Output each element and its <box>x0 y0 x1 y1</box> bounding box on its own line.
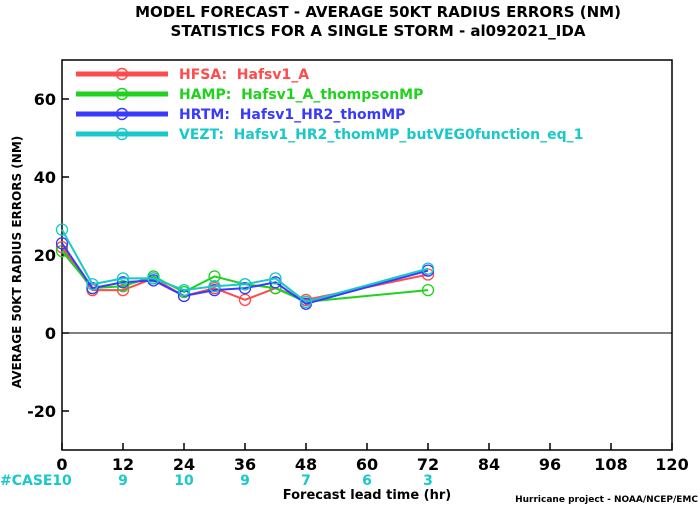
y-axis-label: AVERAGE 50KT RADIUS ERRORS (NM) <box>10 136 24 388</box>
series-3 <box>55 223 435 308</box>
data-point <box>208 270 221 283</box>
x-axis: 0 12 24 36 48 60 72 84 96 108 120 <box>56 443 689 474</box>
legend-marker <box>115 127 129 141</box>
case-count: 9 <box>240 473 250 489</box>
data-point <box>55 223 69 236</box>
data-point <box>86 278 99 291</box>
legend-item: VEZT: Hafsv1_HR2_thomMP_butVEG0function_… <box>76 127 583 143</box>
series-line <box>61 229 429 303</box>
series-line <box>61 250 429 303</box>
chart-subtitle: STATISTICS FOR A SINGLE STORM - al092021… <box>171 22 586 40</box>
legend-label: VEZT: Hafsv1_HR2_thomMP_butVEG0function_… <box>179 127 583 143</box>
cases-row: #CASE 10 9 10 9 7 6 3 <box>0 473 433 489</box>
case-count: 10 <box>174 473 194 489</box>
x-tick-label: 84 <box>478 455 500 474</box>
x-tick-label: 24 <box>173 455 195 474</box>
y-axis: -20 0 20 40 60 <box>27 90 69 421</box>
x-tick-label: 12 <box>112 455 134 474</box>
case-count: 7 <box>301 473 311 489</box>
data-point <box>208 280 221 293</box>
series-line <box>61 242 429 305</box>
legend-label: HRTM: Hafsv1_HR2_thomMP <box>179 107 405 123</box>
data-point <box>177 283 191 297</box>
data-point <box>421 283 435 297</box>
y-tick-label: -20 <box>27 402 56 421</box>
data-point <box>55 241 69 254</box>
x-tick-label: 48 <box>295 455 317 474</box>
y-tick-label: 60 <box>34 90 56 109</box>
x-tick-label: 36 <box>234 455 256 474</box>
legend: HFSA: Hafsv1_A HAMP: Hafsv1_A_thompsonMP H… <box>76 67 583 143</box>
x-tick-label: 108 <box>594 455 627 474</box>
legend-item: HFSA: Hafsv1_A <box>76 67 309 83</box>
series-line <box>61 246 429 301</box>
x-axis-label: Forecast lead time (hr) <box>283 488 451 503</box>
y-tick-label: 40 <box>34 168 56 187</box>
data-point <box>116 280 130 293</box>
legend-item: HAMP: Hafsv1_A_thompsonMP <box>76 87 423 103</box>
data-point <box>238 293 252 307</box>
data-point <box>116 272 130 285</box>
y-tick-label: 0 <box>45 324 56 343</box>
legend-marker <box>115 87 129 101</box>
data-point <box>116 276 130 289</box>
data-point <box>147 272 160 285</box>
series-1 <box>55 244 435 308</box>
series-2 <box>55 237 435 310</box>
case-count: 9 <box>118 473 128 489</box>
credit-text: Hurricane project - NOAA/NCEP/EMC <box>515 495 698 505</box>
x-tick-label: 72 <box>417 455 439 474</box>
data-point <box>238 281 252 295</box>
data-point <box>421 262 435 275</box>
data-point <box>299 295 313 308</box>
legend-marker <box>115 107 129 121</box>
case-count: 6 <box>362 473 372 489</box>
x-tick-label: 96 <box>539 455 561 474</box>
data-point <box>208 283 221 297</box>
series-layer <box>55 223 435 310</box>
y-tick-label: 20 <box>34 246 56 265</box>
data-point <box>238 278 252 291</box>
case-count: 10 <box>52 473 72 489</box>
data-point <box>116 283 130 297</box>
legend-item: HRTM: Hafsv1_HR2_thomMP <box>76 107 405 123</box>
legend-label: HAMP: Hafsv1_A_thompsonMP <box>179 87 423 103</box>
x-tick-label: 120 <box>655 455 688 474</box>
data-point <box>55 237 69 250</box>
chart-title: MODEL FORECAST - AVERAGE 50KT RADIUS ERR… <box>135 3 621 21</box>
legend-marker <box>115 67 129 81</box>
data-point <box>269 272 282 285</box>
case-count: 3 <box>423 473 433 489</box>
cases-label: #CASE <box>0 473 53 489</box>
x-tick-label: 60 <box>356 455 378 474</box>
legend-label: HFSA: Hafsv1_A <box>179 67 309 83</box>
x-tick-label: 0 <box>56 455 67 474</box>
